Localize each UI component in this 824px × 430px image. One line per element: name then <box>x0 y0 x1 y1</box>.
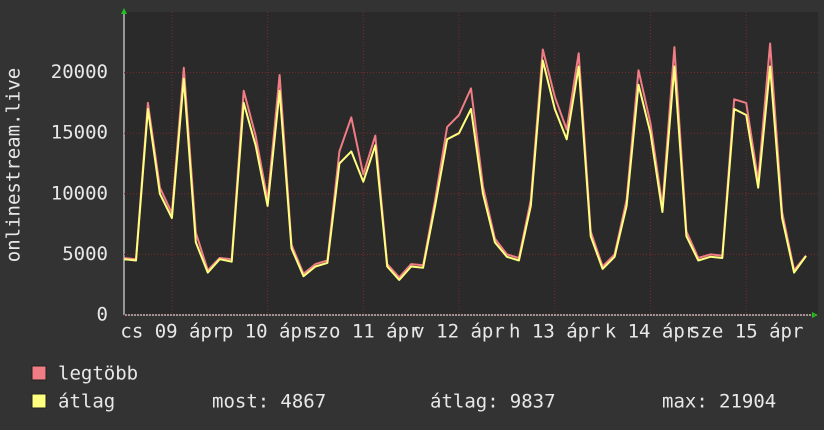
x-tick-label: sze 15 ápr <box>689 321 803 343</box>
x-tick-label: p 10 ápr <box>222 321 314 343</box>
x-tick-label: szo 11 ápr <box>306 321 420 343</box>
x-tick-label: h 13 ápr <box>509 321 601 343</box>
x-tick-label: v 12 ápr <box>413 321 505 343</box>
legend-swatch <box>31 365 47 381</box>
stat-value: 4867 <box>280 391 326 413</box>
y-tick-label: 0 <box>97 304 108 326</box>
stat-label: max: <box>662 391 708 413</box>
y-tick-label: 5000 <box>62 243 108 265</box>
stat-value: 21904 <box>719 391 776 413</box>
legend-label: átlag <box>58 391 115 413</box>
y-axis-label: onlinestream.live <box>3 68 25 262</box>
axis-arrow <box>121 8 127 14</box>
y-tick-label: 15000 <box>51 122 108 144</box>
stat-label: átlag: <box>430 391 499 413</box>
y-tick-label: 20000 <box>51 61 108 83</box>
legend-label: legtöbb <box>58 363 138 385</box>
x-tick-label: cs 09 ápr <box>120 321 223 343</box>
stat-value: 9837 <box>510 391 556 413</box>
plot-area <box>124 12 818 315</box>
y-tick-label: 10000 <box>51 182 108 204</box>
x-tick-label: k 14 ápr <box>605 321 697 343</box>
stat-label: most: <box>212 391 269 413</box>
series-line <box>123 59 807 281</box>
legend-swatch <box>31 393 47 409</box>
